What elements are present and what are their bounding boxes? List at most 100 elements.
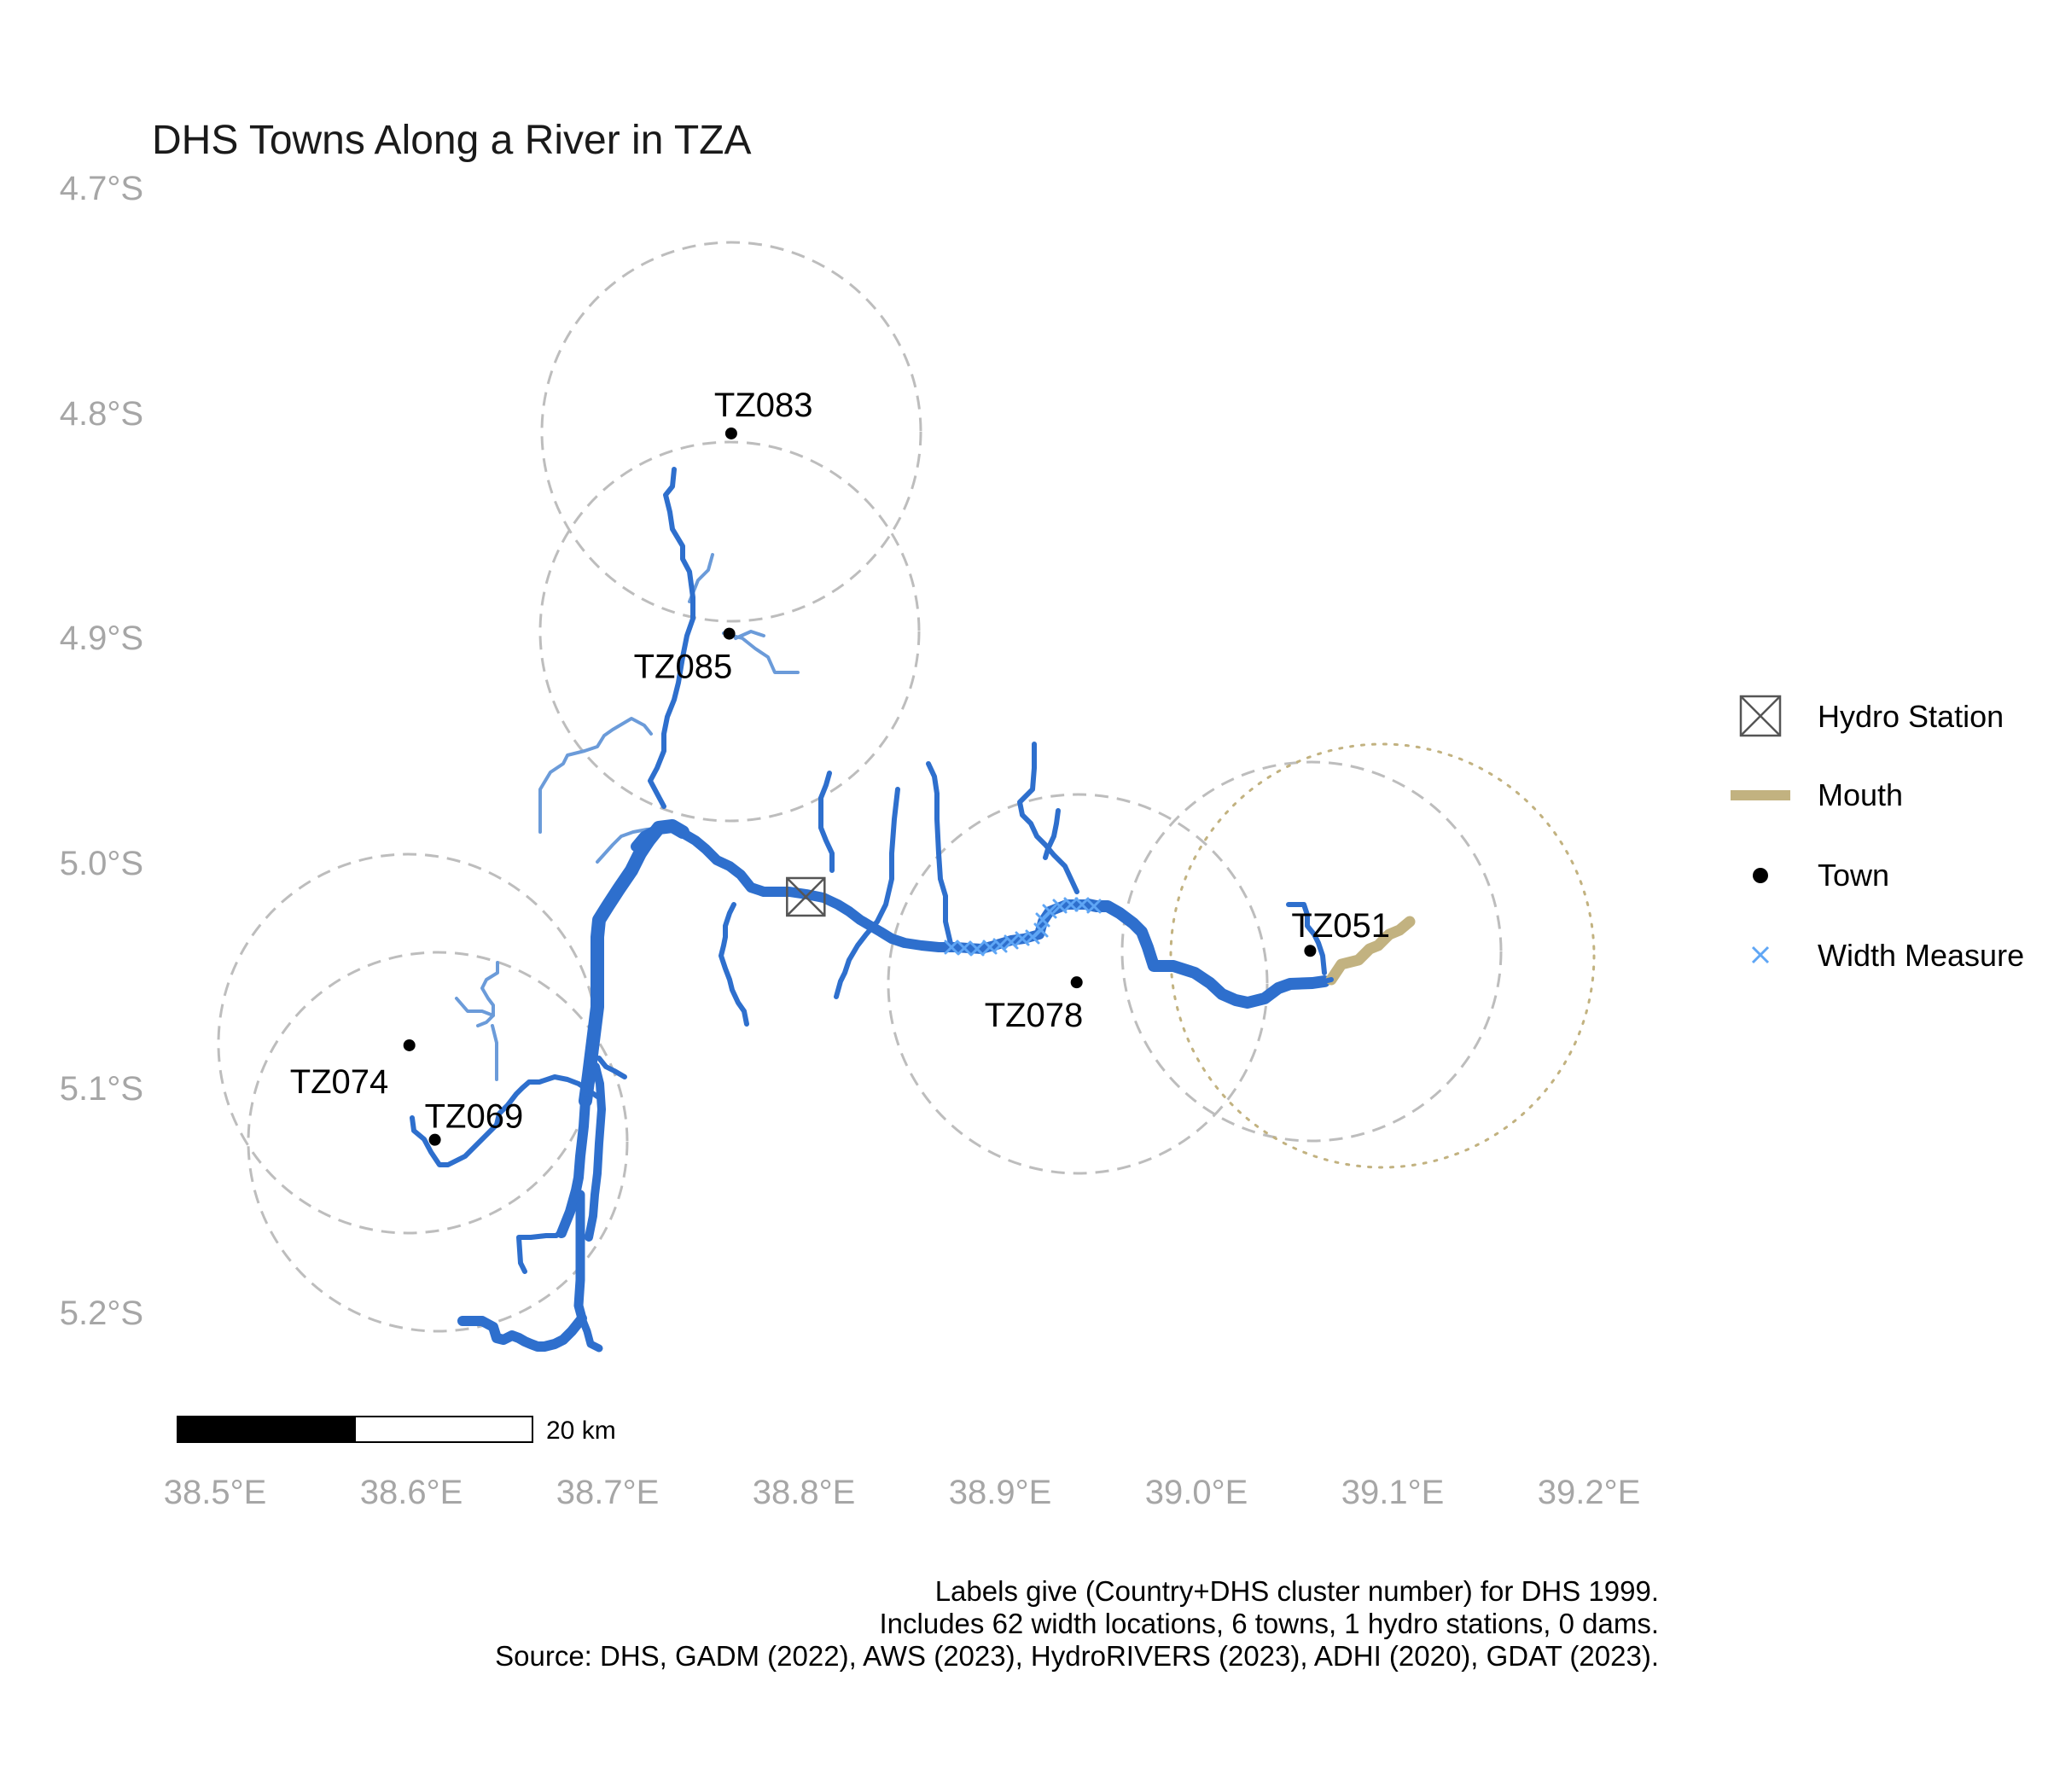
- lon-label: 39.1°E: [1341, 1474, 1445, 1511]
- buffer-circle: [538, 440, 921, 823]
- lat-label: 4.7°S: [60, 170, 143, 207]
- legend-label: Hydro Station: [1818, 699, 2004, 734]
- tributary: [476, 961, 499, 1027]
- tributary: [516, 1192, 581, 1274]
- tributary: [648, 467, 695, 809]
- tributary: [538, 717, 653, 834]
- town-label-tz051: TZ051: [1291, 907, 1390, 945]
- hydro-station-cross: [786, 877, 826, 916]
- town-label-tz069: TZ069: [425, 1098, 524, 1136]
- lat-label: 4.8°S: [60, 395, 143, 433]
- legend-item-mouth: Mouth: [1731, 777, 1903, 812]
- tributary: [834, 787, 900, 999]
- tributary: [1017, 742, 1079, 894]
- lat-label: 5.0°S: [60, 845, 143, 882]
- width-measure-mark: [1033, 922, 1049, 938]
- buffer-circle: [887, 793, 1269, 1175]
- lat-label: 5.2°S: [60, 1295, 143, 1332]
- town-buffers: [217, 241, 1503, 1333]
- main-river-segment: [578, 1314, 603, 1353]
- hydro-station-box: [786, 876, 826, 917]
- width-measure-mark: [1086, 899, 1102, 914]
- tributary: [734, 630, 765, 640]
- caption-line: Labels give (Country+DHS cluster number)…: [935, 1575, 1659, 1607]
- legend: Hydro Station Mouth Town Width Measure: [1731, 695, 2024, 973]
- caption: Labels give (Country+DHS cluster number)…: [495, 1575, 1659, 1672]
- main-river-segment: [573, 1190, 587, 1324]
- mouth-buffer-circle: [1169, 742, 1596, 1169]
- width-measure-mark: [957, 940, 972, 956]
- lat-label: 4.9°S: [60, 620, 143, 657]
- town-label-tz078: TZ078: [985, 997, 1084, 1034]
- buffer-circle: [247, 951, 629, 1333]
- width-measure-mark: [1042, 904, 1057, 919]
- tributary: [926, 761, 954, 950]
- lon-label: 39.0°E: [1145, 1474, 1248, 1511]
- town-marker-tz069: [428, 1133, 441, 1146]
- width-measure-mark: [1004, 934, 1019, 950]
- width-measure-mark: [982, 940, 998, 955]
- river-main-channel: [457, 819, 1330, 1353]
- width-measure-mark: [1015, 931, 1030, 946]
- town-marker-tz083: [724, 427, 737, 439]
- scale-bar-empty: [354, 1416, 533, 1443]
- scale-bar-label: 20 km: [546, 1417, 616, 1445]
- legend-item-width-measure: Width Measure: [1751, 938, 2024, 973]
- scale-bar-filled: [177, 1416, 356, 1443]
- buffer-circle: [1120, 760, 1503, 1143]
- towns-layer: TZ083 TZ085 TZ074 TZ069 TZ078 TZ051: [290, 387, 1390, 1146]
- tributaries: [410, 467, 1327, 1274]
- town-label-tz083: TZ083: [714, 387, 813, 424]
- town-marker-tz078: [1070, 976, 1083, 989]
- main-river-segment: [1082, 899, 1330, 1009]
- lon-label: 39.2°E: [1538, 1474, 1641, 1511]
- caption-line: Source: DHS, GADM (2022), AWS (2023), Hy…: [495, 1640, 1659, 1672]
- tributary: [719, 902, 749, 1027]
- width-measure-mark: [1074, 897, 1090, 912]
- legend-label: Town: [1818, 858, 1889, 893]
- tributary: [1043, 808, 1061, 860]
- town-marker-tz051: [1304, 945, 1317, 957]
- river-mouth-edge: [1322, 977, 1334, 984]
- main-river-segment: [585, 1062, 606, 1242]
- latitude-axis: 4.7°S 4.8°S 4.9°S 5.0°S 5.1°S 5.2°S: [60, 170, 143, 1332]
- town-marker-tz085: [723, 627, 736, 640]
- tributary: [1286, 902, 1327, 975]
- tributary: [491, 1024, 498, 1081]
- lon-label: 38.9°E: [949, 1474, 1052, 1511]
- width-measure-mark: [969, 941, 985, 957]
- buffer-circle: [540, 241, 922, 623]
- width-measures: [944, 897, 1102, 957]
- lon-label: 38.6°E: [360, 1474, 463, 1511]
- main-river-segment: [579, 819, 689, 1108]
- main-river-segment: [457, 1313, 587, 1352]
- width-measure-mark: [944, 940, 959, 955]
- river-mouth: [1325, 916, 1416, 986]
- width-measure-mark: [1052, 899, 1068, 914]
- minor-tributaries: [455, 553, 800, 1081]
- width-measure-mark: [1063, 897, 1079, 912]
- caption-line: Includes 62 width locations, 6 towns, 1 …: [880, 1608, 1660, 1639]
- scale-bar: 20 km: [177, 1416, 616, 1445]
- tributary: [818, 771, 835, 873]
- town-label-tz074: TZ074: [290, 1063, 389, 1101]
- lat-label: 5.1°S: [60, 1070, 143, 1108]
- main-river-segment: [631, 821, 1093, 954]
- legend-item-town: Town: [1753, 858, 1889, 893]
- lon-label: 38.7°E: [556, 1474, 660, 1511]
- tributary: [410, 1074, 600, 1167]
- town-dot-icon: [1753, 868, 1768, 883]
- lon-label: 38.8°E: [753, 1474, 856, 1511]
- hydro-station-marker: [786, 876, 826, 917]
- tributary: [455, 997, 495, 1017]
- lon-label: 38.5°E: [164, 1474, 267, 1511]
- legend-item-hydro-station: Hydro Station: [1739, 695, 2004, 737]
- town-marker-tz074: [403, 1039, 416, 1051]
- longitude-axis: 38.5°E 38.6°E 38.7°E 38.8°E 38.9°E 39.0°…: [164, 1474, 1641, 1511]
- town-label-tz085: TZ085: [634, 649, 733, 686]
- legend-label: Mouth: [1818, 777, 1903, 812]
- width-measure-mark: [992, 938, 1008, 953]
- tributary: [596, 1056, 627, 1079]
- map-title: DHS Towns Along a River in TZA: [152, 118, 752, 163]
